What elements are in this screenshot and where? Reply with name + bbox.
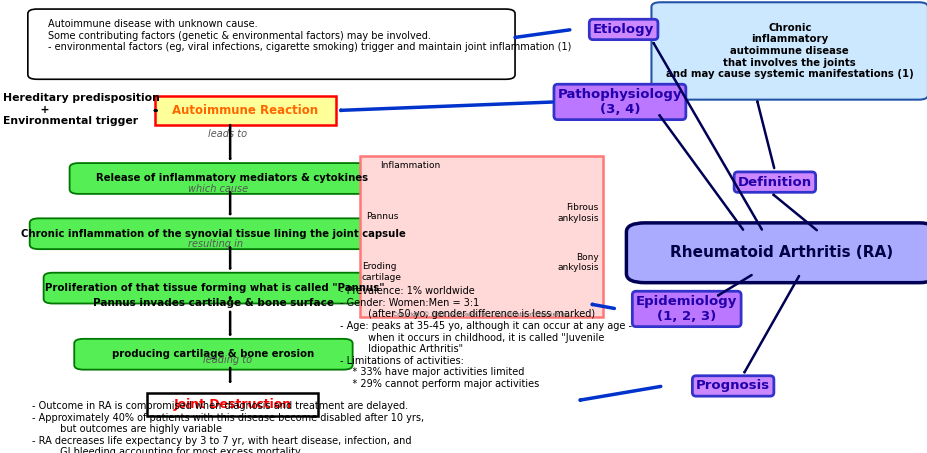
FancyBboxPatch shape (155, 96, 336, 125)
FancyBboxPatch shape (651, 2, 927, 100)
Text: leading to: leading to (203, 355, 251, 365)
Bar (360, 156, 603, 317)
Text: Autoimmune disease with unknown cause.
Some contributing factors (genetic & envi: Autoimmune disease with unknown cause. S… (48, 19, 571, 52)
FancyBboxPatch shape (70, 163, 394, 194)
Text: Prognosis: Prognosis (695, 380, 769, 392)
Text: Chronic inflammation of the synovial tissue lining the joint capsule: Chronic inflammation of the synovial tis… (20, 229, 405, 239)
Text: Proliferation of that tissue forming what is called "Pannus": Proliferation of that tissue forming wha… (45, 283, 385, 293)
Text: Definition: Definition (737, 176, 811, 188)
Text: which cause: which cause (188, 184, 248, 194)
Text: Pannus invades cartilage & bone surface: Pannus invades cartilage & bone surface (93, 298, 334, 308)
Text: producing cartilage & bone erosion: producing cartilage & bone erosion (112, 349, 314, 359)
Text: Eroding
cartilage: Eroding cartilage (362, 262, 401, 281)
Text: Pannus: Pannus (366, 212, 399, 221)
FancyBboxPatch shape (74, 339, 352, 370)
Text: Epidemiology
(1, 2, 3): Epidemiology (1, 2, 3) (635, 295, 737, 323)
Text: Joint Destruction: Joint Destruction (173, 398, 291, 411)
Text: Inflammation: Inflammation (380, 161, 440, 170)
FancyBboxPatch shape (626, 223, 927, 283)
Text: Copyright © 2018 by Mosby, Inc., an affiliate of Elsevier Inc.: Copyright © 2018 by Mosby, Inc., an affi… (392, 311, 570, 317)
Text: - Outcome in RA is compromised when diagnosis and treatment are delayed.
- Appro: - Outcome in RA is compromised when diag… (32, 401, 425, 453)
Text: Fibrous
ankylosis: Fibrous ankylosis (556, 203, 598, 222)
FancyBboxPatch shape (28, 9, 514, 79)
FancyBboxPatch shape (44, 273, 387, 304)
Text: Autoimmune Reaction: Autoimmune Reaction (172, 104, 318, 117)
FancyBboxPatch shape (30, 218, 396, 249)
Text: Bony
ankylosis: Bony ankylosis (556, 253, 598, 272)
Text: leads to: leads to (208, 129, 247, 139)
Text: Release of inflammatory mediators & cytokines: Release of inflammatory mediators & cyto… (95, 173, 368, 183)
Bar (146, 393, 318, 416)
Text: Chronic
inflammatory
autoimmune disease
that involves the joints
and may cause s: Chronic inflammatory autoimmune disease … (666, 23, 912, 79)
Text: resulting in: resulting in (187, 239, 243, 249)
Text: Pathophysiology
(3, 4): Pathophysiology (3, 4) (557, 88, 681, 116)
Text: Hereditary predisposition
          +
Environmental trigger: Hereditary predisposition + Environmenta… (3, 93, 159, 126)
Text: - Prevalence: 1% worldwide
- Gender: Women:Men = 3:1
         (after 50 yo, gend: - Prevalence: 1% worldwide - Gender: Wom… (339, 286, 631, 389)
Text: Etiology: Etiology (592, 23, 654, 36)
Text: Rheumatoid Arthritis (RA): Rheumatoid Arthritis (RA) (669, 245, 893, 260)
